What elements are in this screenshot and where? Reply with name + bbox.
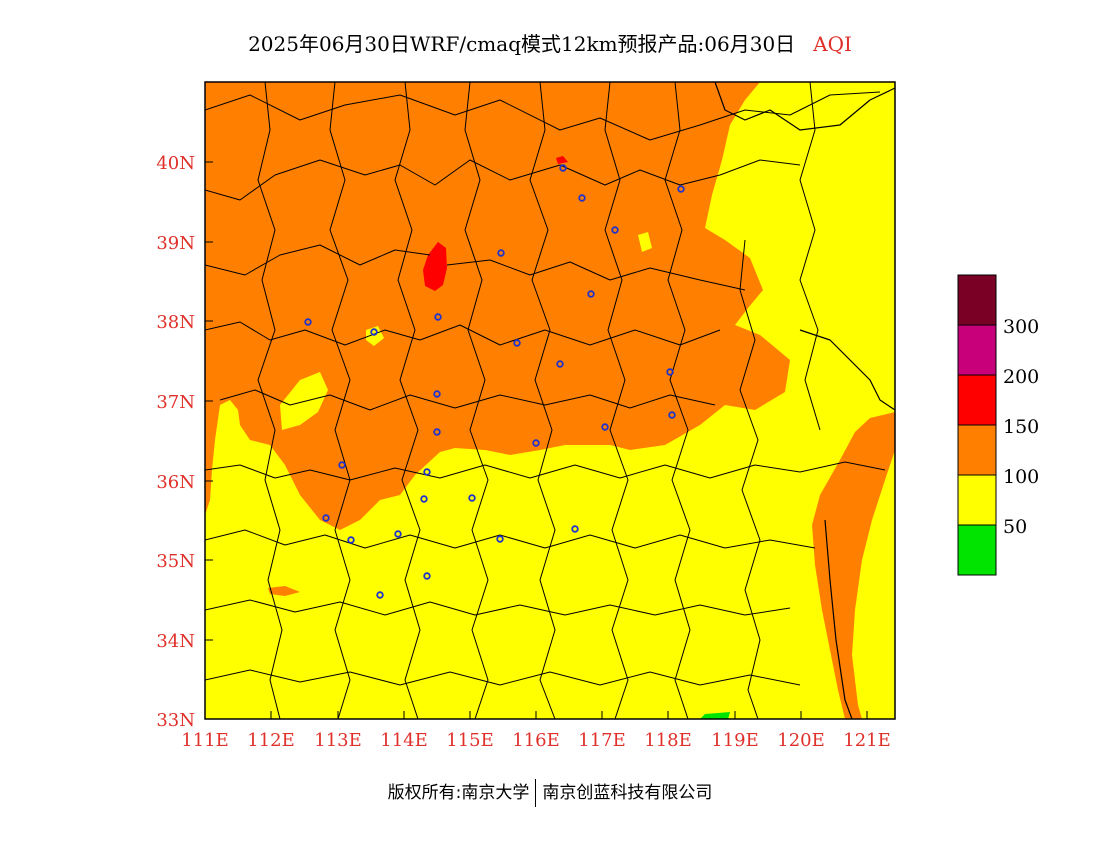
aqi-moderate-pocket (638, 232, 652, 252)
station-marker (370, 328, 378, 336)
aqi-usg-region (268, 586, 300, 596)
lon-tick-label: 121E (843, 730, 891, 751)
legend-label: 300 (1003, 316, 1039, 338)
footer-divider (535, 779, 537, 807)
copyright-org-nju: 南京大学 (461, 783, 530, 803)
station-marker (677, 185, 685, 193)
station-marker (347, 536, 355, 544)
station-marker (376, 591, 384, 599)
legend-swatch (957, 274, 997, 326)
copyright-org-company: 南京创蓝科技有限公司 (542, 783, 713, 803)
station-marker (513, 339, 521, 347)
station-marker (601, 423, 609, 431)
map-title: 2025年06月30日WRF/cmaq模式12km预报产品:06月30日 AQI (0, 28, 1100, 57)
lat-tick-label: 36N (156, 472, 195, 493)
map-variable-label: AQI (813, 32, 852, 56)
legend-label: 200 (1003, 366, 1039, 388)
station-marker (571, 525, 579, 533)
station-marker (304, 318, 312, 326)
aqi-usg-region (205, 82, 790, 530)
copyright-footer: 版权所有:南京大学 南京创蓝科技有限公司 (0, 778, 1100, 807)
legend-label: 150 (1003, 416, 1039, 438)
aqi-unhealthy-region (423, 242, 447, 291)
station-marker (666, 368, 674, 376)
lat-tick-label: 33N (156, 710, 195, 731)
lon-tick-label: 113E (314, 730, 362, 751)
legend-swatch (957, 424, 997, 476)
lat-tick-label: 39N (156, 233, 195, 254)
legend-label: 100 (1003, 466, 1039, 488)
aqi-legend: 300 200 150 100 50 (957, 274, 1039, 576)
lon-tick-label: 116E (512, 730, 560, 751)
legend-swatch (957, 324, 997, 376)
legend-swatch (957, 474, 997, 526)
admin-boundaries (205, 82, 895, 719)
lon-tick-label: 119E (711, 730, 759, 751)
station-marker (338, 461, 346, 469)
station-marker (556, 360, 564, 368)
station-marker (668, 411, 676, 419)
lon-tick-label: 112E (247, 730, 295, 751)
station-marker (497, 249, 505, 257)
aqi-field (205, 82, 895, 719)
station-marker (587, 290, 595, 298)
station-marker (468, 494, 476, 502)
legend-swatch (957, 374, 997, 426)
station-markers (304, 164, 685, 599)
station-marker (423, 468, 431, 476)
longitude-axis: 111E 112E 113E 114E 115E 116E 117E 118E … (181, 711, 891, 751)
lon-tick-label: 115E (446, 730, 494, 751)
lon-tick-label: 114E (380, 730, 428, 751)
map-title-text: 2025年06月30日WRF/cmaq模式12km预报产品:06月30日 (248, 32, 796, 56)
lon-tick-label: 118E (644, 730, 692, 751)
lat-tick-label: 35N (156, 551, 195, 572)
station-marker (559, 164, 567, 172)
station-marker (578, 194, 586, 202)
aqi-unhealthy-region (556, 156, 568, 164)
station-marker (394, 530, 402, 538)
station-marker (423, 572, 431, 580)
station-marker (433, 428, 441, 436)
lon-tick-label: 117E (578, 730, 626, 751)
copyright-prefix: 版权所有: (387, 783, 462, 803)
legend-label: 50 (1003, 516, 1027, 538)
lat-tick-label: 34N (156, 631, 195, 652)
lat-tick-label: 40N (156, 153, 195, 174)
latitude-axis: 40N 39N 38N 37N 36N 35N 34N 33N (156, 153, 213, 731)
station-marker (611, 226, 619, 234)
station-marker (322, 514, 330, 522)
station-marker (532, 439, 540, 447)
lon-tick-label: 111E (181, 730, 229, 751)
station-marker (496, 535, 504, 543)
lon-tick-label: 120E (777, 730, 825, 751)
legend-swatch (957, 524, 997, 576)
station-marker (434, 313, 442, 321)
station-marker (420, 495, 428, 503)
lat-tick-label: 37N (156, 392, 195, 413)
aqi-good-region (700, 712, 730, 719)
lat-tick-label: 38N (156, 312, 195, 333)
aqi-usg-region (812, 412, 895, 719)
station-marker (433, 390, 441, 398)
